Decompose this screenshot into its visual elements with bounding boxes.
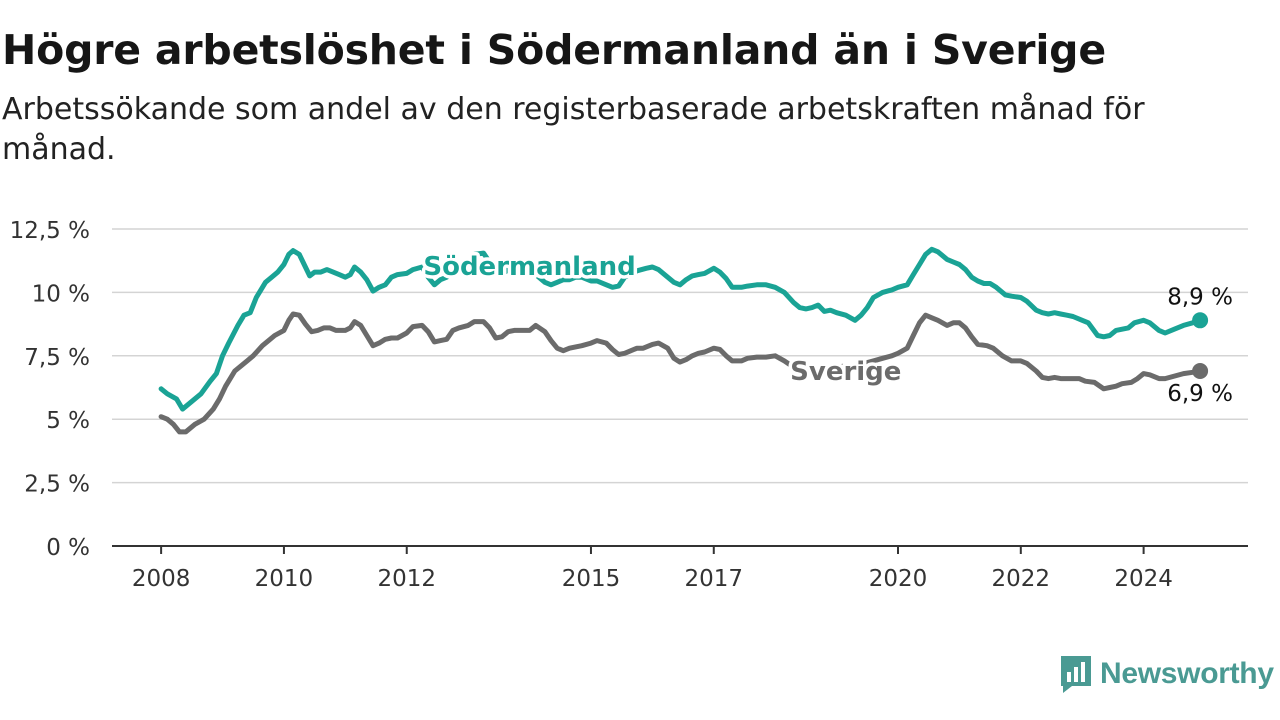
y-tick-label: 0 %	[46, 535, 90, 561]
y-tick-label: 2,5 %	[24, 472, 90, 498]
series-label-södermanland: Södermanland	[423, 252, 635, 282]
series-line-södermanland	[158, 246, 1203, 412]
x-tick-label: 2024	[1114, 566, 1173, 592]
brand-name: Newsworthy	[1100, 657, 1274, 690]
y-tick-label: 5 %	[46, 408, 90, 434]
x-tick-label: 2022	[992, 566, 1051, 592]
y-tick-label: 12,5 %	[10, 218, 90, 244]
series-end-point	[1192, 312, 1209, 329]
y-tick-label: 10 %	[32, 281, 90, 307]
series-end-point	[1192, 363, 1209, 380]
series-line-sverige	[158, 311, 1203, 435]
x-tick-label: 2015	[562, 566, 621, 592]
x-tick-label: 2010	[255, 566, 314, 592]
page-title: Högre arbetslöshet i Södermanland än i S…	[2, 26, 1106, 74]
x-tick-label: 2017	[684, 566, 743, 592]
newsworthy-brand[interactable]: Newsworthy	[1058, 653, 1274, 695]
series-end-label: 6,9 %	[1167, 381, 1233, 407]
page-subtitle: Arbetssökande som andel av den registerb…	[2, 92, 1145, 167]
x-tick-label: 2012	[377, 566, 436, 592]
newsworthy-logo-icon	[1061, 656, 1091, 693]
x-tick-label: 2020	[869, 566, 928, 592]
x-tick-label: 2008	[132, 566, 191, 592]
y-tick-label: 7,5 %	[24, 345, 90, 371]
series-label-sverige: Sverige	[790, 357, 901, 387]
series-end-label: 8,9 %	[1167, 284, 1233, 310]
